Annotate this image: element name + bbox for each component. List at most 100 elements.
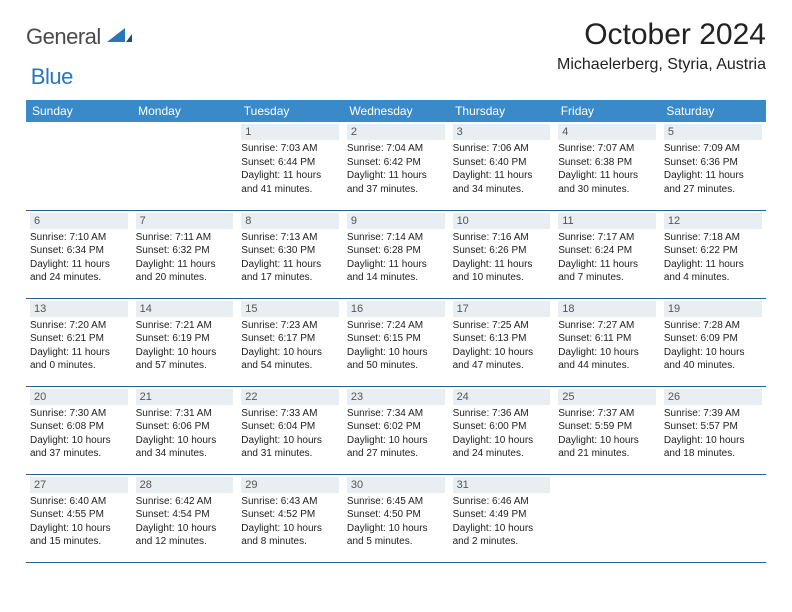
location-label: Michaelerberg, Styria, Austria xyxy=(557,56,766,74)
calendar-cell: 10Sunrise: 7:16 AMSunset: 6:26 PMDayligh… xyxy=(449,210,555,298)
daylight-line: and 4 minutes. xyxy=(664,271,762,285)
calendar-cell: 20Sunrise: 7:30 AMSunset: 6:08 PMDayligh… xyxy=(26,386,132,474)
daylight-line: and 5 minutes. xyxy=(347,535,445,549)
sunset-line: Sunset: 4:52 PM xyxy=(241,508,339,522)
sunrise-line: Sunrise: 6:43 AM xyxy=(241,495,339,509)
daylight-line: and 34 minutes. xyxy=(136,447,234,461)
calendar-cell xyxy=(554,474,660,562)
calendar-cell: 27Sunrise: 6:40 AMSunset: 4:55 PMDayligh… xyxy=(26,474,132,562)
sunset-line: Sunset: 4:49 PM xyxy=(453,508,551,522)
sunset-line: Sunset: 6:08 PM xyxy=(30,420,128,434)
daylight-line: Daylight: 10 hours xyxy=(453,346,551,360)
sunset-line: Sunset: 6:30 PM xyxy=(241,244,339,258)
sunrise-line: Sunrise: 7:23 AM xyxy=(241,319,339,333)
calendar-cell: 24Sunrise: 7:36 AMSunset: 6:00 PMDayligh… xyxy=(449,386,555,474)
daylight-line: Daylight: 10 hours xyxy=(241,346,339,360)
date-number: 3 xyxy=(453,124,551,140)
daylight-line: Daylight: 10 hours xyxy=(30,434,128,448)
daylight-line: and 57 minutes. xyxy=(136,359,234,373)
date-number: 21 xyxy=(136,389,234,405)
month-title: October 2024 xyxy=(557,18,766,52)
calendar-cell: 1Sunrise: 7:03 AMSunset: 6:44 PMDaylight… xyxy=(237,122,343,210)
daylight-line: Daylight: 10 hours xyxy=(347,346,445,360)
calendar-cell: 14Sunrise: 7:21 AMSunset: 6:19 PMDayligh… xyxy=(132,298,238,386)
daylight-line: and 8 minutes. xyxy=(241,535,339,549)
calendar-cell: 26Sunrise: 7:39 AMSunset: 5:57 PMDayligh… xyxy=(660,386,766,474)
date-number: 2 xyxy=(347,124,445,140)
daylight-line: Daylight: 10 hours xyxy=(347,434,445,448)
date-number: 18 xyxy=(558,301,656,317)
sunset-line: Sunset: 6:17 PM xyxy=(241,332,339,346)
sunrise-line: Sunrise: 7:39 AM xyxy=(664,407,762,421)
daylight-line: Daylight: 11 hours xyxy=(136,258,234,272)
daylight-line: and 2 minutes. xyxy=(453,535,551,549)
sunrise-line: Sunrise: 6:42 AM xyxy=(136,495,234,509)
sunrise-line: Sunrise: 7:24 AM xyxy=(347,319,445,333)
daylight-line: and 10 minutes. xyxy=(453,271,551,285)
sunset-line: Sunset: 4:55 PM xyxy=(30,508,128,522)
calendar-cell: 8Sunrise: 7:13 AMSunset: 6:30 PMDaylight… xyxy=(237,210,343,298)
daylight-line: and 40 minutes. xyxy=(664,359,762,373)
sunset-line: Sunset: 4:54 PM xyxy=(136,508,234,522)
daylight-line: Daylight: 11 hours xyxy=(30,258,128,272)
sunset-line: Sunset: 4:50 PM xyxy=(347,508,445,522)
daylight-line: and 44 minutes. xyxy=(558,359,656,373)
sunrise-line: Sunrise: 7:14 AM xyxy=(347,231,445,245)
sunset-line: Sunset: 6:34 PM xyxy=(30,244,128,258)
daylight-line: and 7 minutes. xyxy=(558,271,656,285)
daylight-line: Daylight: 10 hours xyxy=(136,522,234,536)
daylight-line: and 27 minutes. xyxy=(347,447,445,461)
daylight-line: and 24 minutes. xyxy=(30,271,128,285)
weekday-header: Tuesday xyxy=(237,100,343,122)
calendar-cell: 28Sunrise: 6:42 AMSunset: 4:54 PMDayligh… xyxy=(132,474,238,562)
daylight-line: Daylight: 11 hours xyxy=(558,258,656,272)
calendar-cell: 29Sunrise: 6:43 AMSunset: 4:52 PMDayligh… xyxy=(237,474,343,562)
date-number: 13 xyxy=(30,301,128,317)
sunrise-line: Sunrise: 7:16 AM xyxy=(453,231,551,245)
logo-mark-icon xyxy=(107,26,133,49)
sunrise-line: Sunrise: 6:46 AM xyxy=(453,495,551,509)
calendar-cell: 9Sunrise: 7:14 AMSunset: 6:28 PMDaylight… xyxy=(343,210,449,298)
calendar-cell: 17Sunrise: 7:25 AMSunset: 6:13 PMDayligh… xyxy=(449,298,555,386)
sunset-line: Sunset: 6:32 PM xyxy=(136,244,234,258)
daylight-line: Daylight: 10 hours xyxy=(453,522,551,536)
daylight-line: and 17 minutes. xyxy=(241,271,339,285)
sunrise-line: Sunrise: 7:33 AM xyxy=(241,407,339,421)
calendar-cell xyxy=(660,474,766,562)
date-number: 29 xyxy=(241,477,339,493)
date-number: 9 xyxy=(347,213,445,229)
sunrise-line: Sunrise: 7:06 AM xyxy=(453,142,551,156)
daylight-line: and 0 minutes. xyxy=(30,359,128,373)
daylight-line: and 34 minutes. xyxy=(453,183,551,197)
daylight-line: Daylight: 11 hours xyxy=(241,169,339,183)
daylight-line: Daylight: 11 hours xyxy=(453,258,551,272)
date-number: 14 xyxy=(136,301,234,317)
calendar-cell: 19Sunrise: 7:28 AMSunset: 6:09 PMDayligh… xyxy=(660,298,766,386)
date-number: 8 xyxy=(241,213,339,229)
daylight-line: and 30 minutes. xyxy=(558,183,656,197)
sunrise-line: Sunrise: 7:03 AM xyxy=(241,142,339,156)
logo-text-general: General xyxy=(26,24,101,50)
daylight-line: Daylight: 11 hours xyxy=(347,169,445,183)
sunset-line: Sunset: 6:00 PM xyxy=(453,420,551,434)
daylight-line: Daylight: 10 hours xyxy=(664,434,762,448)
sunset-line: Sunset: 5:59 PM xyxy=(558,420,656,434)
daylight-line: and 14 minutes. xyxy=(347,271,445,285)
date-number: 7 xyxy=(136,213,234,229)
calendar-cell: 6Sunrise: 7:10 AMSunset: 6:34 PMDaylight… xyxy=(26,210,132,298)
sunset-line: Sunset: 6:06 PM xyxy=(136,420,234,434)
date-number: 6 xyxy=(30,213,128,229)
sunrise-line: Sunrise: 7:25 AM xyxy=(453,319,551,333)
sunset-line: Sunset: 6:24 PM xyxy=(558,244,656,258)
date-number: 27 xyxy=(30,477,128,493)
daylight-line: and 24 minutes. xyxy=(453,447,551,461)
calendar-cell: 21Sunrise: 7:31 AMSunset: 6:06 PMDayligh… xyxy=(132,386,238,474)
sunrise-line: Sunrise: 6:45 AM xyxy=(347,495,445,509)
sunset-line: Sunset: 6:22 PM xyxy=(664,244,762,258)
date-number: 30 xyxy=(347,477,445,493)
sunset-line: Sunset: 5:57 PM xyxy=(664,420,762,434)
calendar-cell xyxy=(132,122,238,210)
sunset-line: Sunset: 6:11 PM xyxy=(558,332,656,346)
calendar-cell: 22Sunrise: 7:33 AMSunset: 6:04 PMDayligh… xyxy=(237,386,343,474)
weekday-header: Sunday xyxy=(26,100,132,122)
